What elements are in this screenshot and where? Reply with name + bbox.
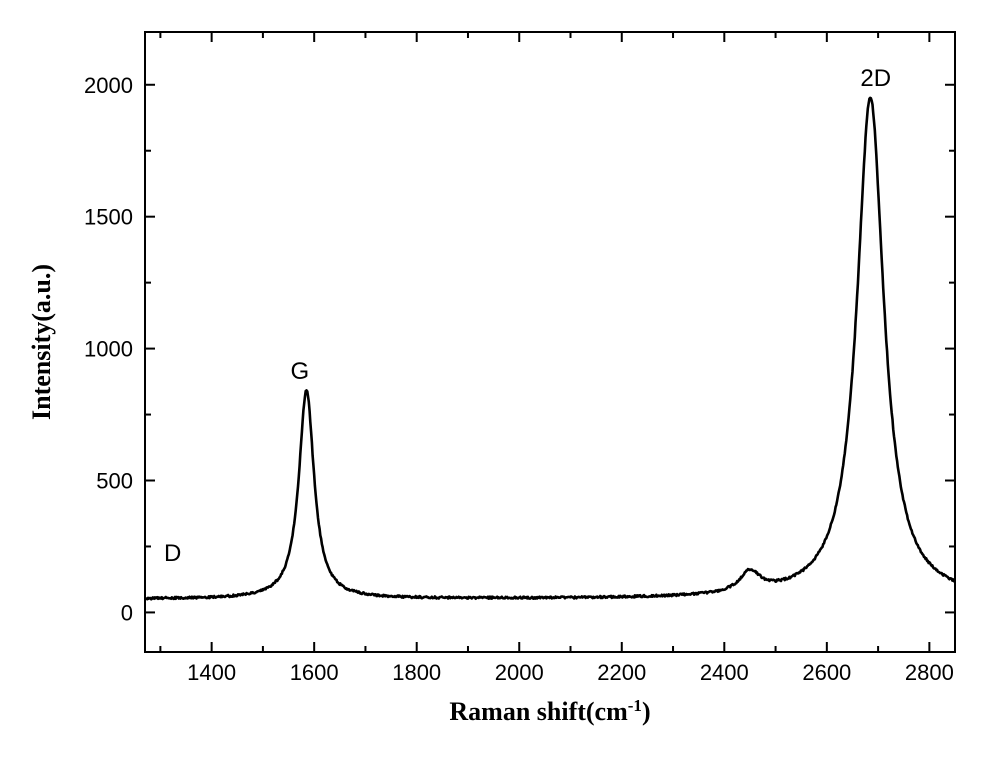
x-tick-label: 1400 [187, 660, 236, 685]
y-tick-label: 1000 [84, 337, 133, 362]
x-ticks: 1400 1600 1800 2000 2200 2400 2600 2800 [160, 32, 953, 685]
plot-frame [145, 32, 955, 652]
x-tick-label: 2600 [802, 660, 851, 685]
x-tick-label: 2200 [597, 660, 646, 685]
x-tick-label: 1800 [392, 660, 441, 685]
y-tick-label: 1500 [84, 205, 133, 230]
chart-svg: 1400 1600 1800 2000 2200 2400 2600 2800 0 500 100… [0, 0, 1000, 761]
peak-labels: D G 2D [164, 65, 891, 567]
x-tick-label: 2800 [905, 660, 954, 685]
y-tick-label: 2000 [84, 73, 133, 98]
x-tick-label: 1600 [290, 660, 339, 685]
x-axis-label: Raman shift(cm-1) [449, 696, 650, 727]
raman-spectrum-chart: 1400 1600 1800 2000 2200 2400 2600 2800 0 500 100… [0, 0, 1000, 761]
x-tick-label: 2000 [495, 660, 544, 685]
y-tick-label: 500 [96, 469, 133, 494]
y-tick-label: 0 [121, 600, 133, 625]
peak-label-d: D [164, 540, 181, 567]
y-axis-label: Intensity(a.u.) [27, 264, 56, 420]
peak-label-2d: 2D [860, 65, 891, 92]
peak-label-g: G [290, 358, 309, 385]
x-tick-label: 2400 [700, 660, 749, 685]
spectrum-line [145, 98, 955, 599]
